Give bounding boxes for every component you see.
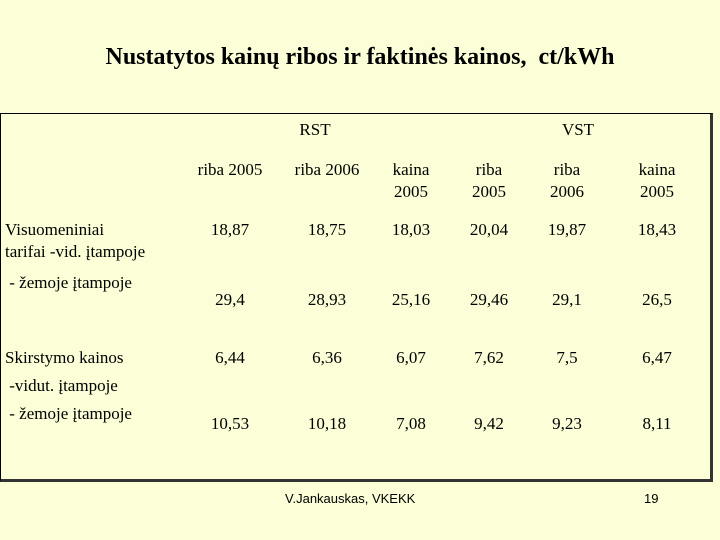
cell: 7,08	[396, 414, 426, 433]
cell: 9,23	[552, 414, 582, 433]
cell: 6,07	[396, 348, 426, 367]
cell: 26,5	[642, 290, 672, 309]
group-header: VST	[561, 120, 595, 139]
row-label: -vidut. įtampoje	[5, 376, 118, 395]
column-header: kaina 2005	[392, 160, 430, 201]
group-header: RST	[299, 120, 331, 139]
cell: 18,43	[637, 220, 677, 239]
row-label: tarifai -vid. įtampoje	[5, 242, 146, 261]
cell: 10,53	[210, 414, 250, 433]
cell: 29,4	[215, 290, 245, 309]
cell: 20,04	[469, 220, 509, 239]
column-header: riba 2006	[294, 160, 360, 179]
cell: 18,75	[307, 220, 347, 239]
cell: 8,11	[642, 414, 672, 433]
cell: 7,5	[556, 348, 578, 367]
cell: 18,87	[210, 220, 250, 239]
cell: 19,87	[547, 220, 587, 239]
column-header: riba 2005	[472, 160, 506, 201]
row-label: - žemoje įtampoje	[5, 273, 132, 292]
table-frame	[0, 113, 713, 482]
column-header: kaina 2005	[638, 160, 676, 201]
cell: 6,47	[642, 348, 672, 367]
column-header: riba 2005	[197, 160, 263, 179]
column-header: riba 2006	[550, 160, 584, 201]
cell: 29,1	[552, 290, 582, 309]
cell: 18,03	[391, 220, 431, 239]
cell: 28,93	[307, 290, 347, 309]
cell: 7,62	[474, 348, 504, 367]
cell: 9,42	[474, 414, 504, 433]
cell: 25,16	[391, 290, 431, 309]
row-label: - žemoje įtampoje	[5, 404, 132, 423]
cell: 6,44	[215, 348, 245, 367]
cell: 29,46	[469, 290, 509, 309]
cell: 10,18	[307, 414, 347, 433]
title: Nustatytos kainų ribos ir faktinės kaino…	[105, 44, 615, 70]
footer-author: V.Jankauskas, VKEKK	[285, 491, 416, 506]
row-label: Visuomeniniai	[5, 220, 105, 239]
page-number: 19	[644, 491, 659, 506]
row-label: Skirstymo kainos	[5, 348, 124, 367]
cell: 6,36	[312, 348, 342, 367]
